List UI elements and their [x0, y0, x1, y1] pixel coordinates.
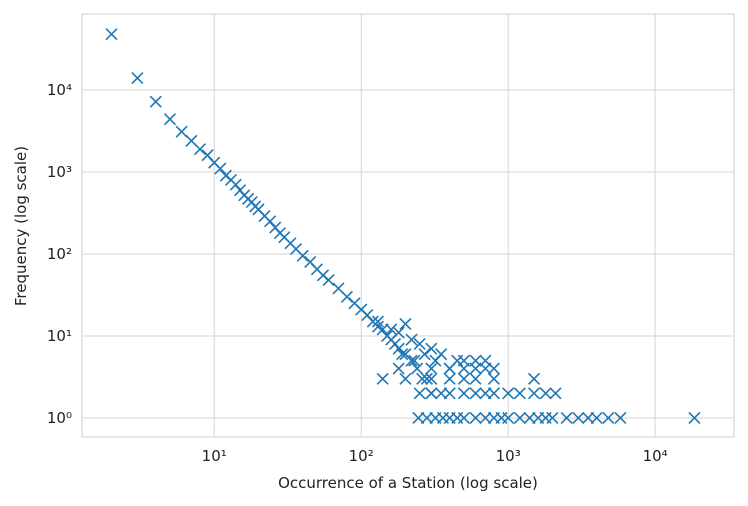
- point: [420, 411, 433, 425]
- point: [412, 411, 425, 425]
- point: [549, 387, 562, 400]
- point: [582, 411, 595, 425]
- point: [546, 411, 559, 425]
- point: [429, 354, 442, 367]
- point: [405, 333, 418, 346]
- point: [469, 411, 482, 425]
- point: [396, 348, 409, 361]
- point: [413, 387, 426, 400]
- point: [602, 411, 615, 425]
- point: [399, 372, 412, 385]
- point: [513, 411, 526, 425]
- point: [371, 315, 385, 328]
- point: [131, 71, 144, 85]
- x-tick-label: 10⁴: [643, 447, 668, 465]
- point: [523, 411, 536, 425]
- point: [469, 372, 482, 385]
- point: [469, 387, 482, 400]
- point: [572, 411, 585, 425]
- point: [487, 372, 500, 385]
- point: [527, 387, 541, 400]
- y-tick-label: 10⁰: [47, 409, 72, 427]
- y-tick-label: 10³: [47, 163, 72, 181]
- point: [479, 362, 492, 375]
- point: [420, 372, 433, 385]
- point: [457, 387, 470, 400]
- point: [193, 143, 207, 156]
- point: [487, 362, 500, 375]
- point: [175, 125, 188, 138]
- point: [469, 362, 482, 375]
- y-tick-label: 10¹: [47, 327, 72, 345]
- point: [457, 411, 470, 425]
- point: [418, 348, 431, 361]
- point: [408, 354, 421, 367]
- point: [163, 113, 177, 126]
- y-tick-label: 10²: [47, 245, 72, 263]
- point: [425, 372, 438, 385]
- point: [322, 274, 335, 287]
- point: [688, 411, 701, 425]
- point: [502, 411, 515, 425]
- point: [457, 372, 470, 385]
- point: [590, 411, 603, 425]
- point: [214, 162, 227, 175]
- y-axis-label: Frequency (log scale): [12, 146, 30, 306]
- point: [502, 387, 515, 400]
- point: [416, 372, 429, 385]
- point: [376, 372, 389, 385]
- point: [385, 323, 398, 336]
- point: [405, 354, 418, 367]
- point: [149, 95, 162, 108]
- point: [443, 372, 456, 385]
- point: [425, 342, 438, 355]
- point: [457, 362, 470, 375]
- point: [392, 326, 405, 339]
- point: [479, 411, 492, 425]
- plot-frame: [81, 13, 735, 438]
- point: [435, 387, 448, 400]
- point: [413, 337, 426, 350]
- x-tick-label: 10¹: [202, 447, 227, 465]
- x-axis-label: Occurrence of a Station (log scale): [278, 474, 538, 492]
- point: [392, 362, 405, 375]
- x-tick-label: 10³: [496, 447, 521, 465]
- x-tick-label: 10²: [349, 447, 374, 465]
- y-tick-label: 10⁴: [47, 81, 72, 99]
- point: [560, 411, 573, 425]
- point: [443, 387, 456, 400]
- point: [425, 362, 438, 375]
- point: [296, 249, 309, 262]
- point: [392, 342, 405, 355]
- point: [487, 387, 500, 400]
- point: [411, 362, 424, 375]
- point: [443, 362, 456, 375]
- point: [425, 387, 438, 400]
- point: [376, 323, 389, 336]
- point: [513, 387, 526, 400]
- point: [539, 387, 552, 400]
- point: [614, 411, 627, 425]
- point: [105, 28, 118, 41]
- point: [479, 387, 492, 400]
- point: [399, 317, 412, 331]
- point: [527, 372, 541, 385]
